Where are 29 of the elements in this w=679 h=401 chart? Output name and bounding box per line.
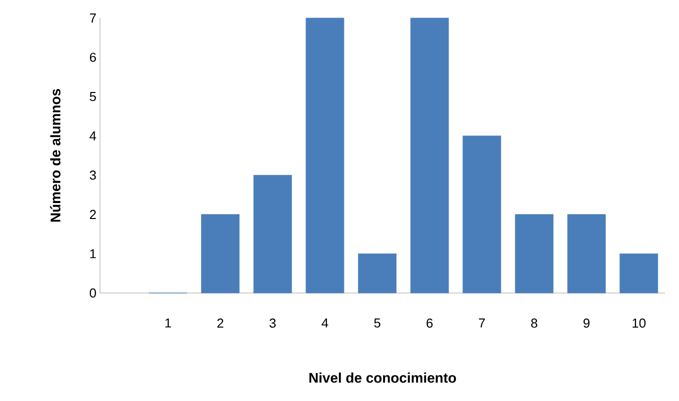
bar xyxy=(620,254,658,294)
y-tick-label: 7 xyxy=(90,14,96,22)
x-tick-label: 1 xyxy=(165,318,171,328)
y-tick-label: 6 xyxy=(90,52,96,62)
x-tick-label: 8 xyxy=(531,318,538,328)
x-tick-label: 10 xyxy=(632,318,646,328)
bar xyxy=(253,174,292,294)
y-axis-title: Número de alumnos xyxy=(50,89,60,222)
y-tick-label: 1 xyxy=(90,249,96,258)
x-tick-label: 4 xyxy=(322,318,328,328)
bar xyxy=(306,18,344,294)
bar xyxy=(358,254,396,294)
x-tick-label: 3 xyxy=(270,318,276,328)
x-tick-label: 9 xyxy=(584,318,590,328)
bar xyxy=(515,214,554,294)
bar xyxy=(410,18,449,294)
x-tick-label: 5 xyxy=(374,318,380,328)
y-tick-label: 5 xyxy=(90,92,96,102)
bar xyxy=(201,214,240,294)
y-tick-label: 3 xyxy=(90,170,96,180)
bar xyxy=(567,214,606,294)
x-tick-label: 6 xyxy=(426,318,433,328)
y-tick-label: 2 xyxy=(90,210,96,219)
x-axis-title: Nivel de conocimiento xyxy=(309,372,456,383)
y-tick-label: 4 xyxy=(90,131,96,140)
bar xyxy=(462,136,502,294)
x-tick-label: 7 xyxy=(478,318,485,328)
y-tick-label: 0 xyxy=(90,288,96,298)
x-tick-label: 2 xyxy=(217,318,224,328)
